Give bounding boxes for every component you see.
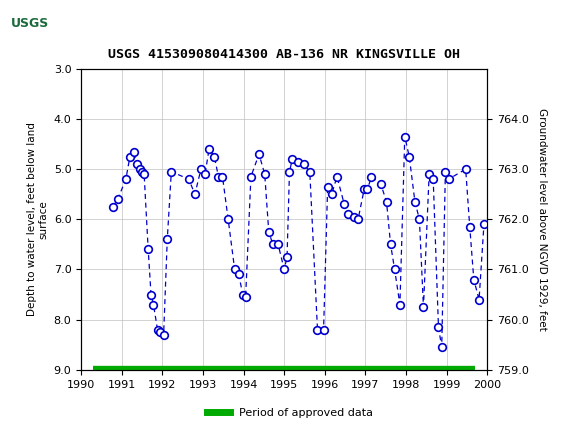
Text: USGS: USGS bbox=[10, 17, 49, 30]
Legend: Period of approved data: Period of approved data bbox=[203, 403, 377, 422]
Y-axis label: Groundwater level above NGVD 1929, feet: Groundwater level above NGVD 1929, feet bbox=[537, 108, 547, 331]
FancyBboxPatch shape bbox=[7, 4, 88, 46]
Title: USGS 415309080414300 AB-136 NR KINGSVILLE OH: USGS 415309080414300 AB-136 NR KINGSVILL… bbox=[108, 48, 460, 61]
Y-axis label: Depth to water level, feet below land
surface: Depth to water level, feet below land su… bbox=[27, 123, 48, 316]
